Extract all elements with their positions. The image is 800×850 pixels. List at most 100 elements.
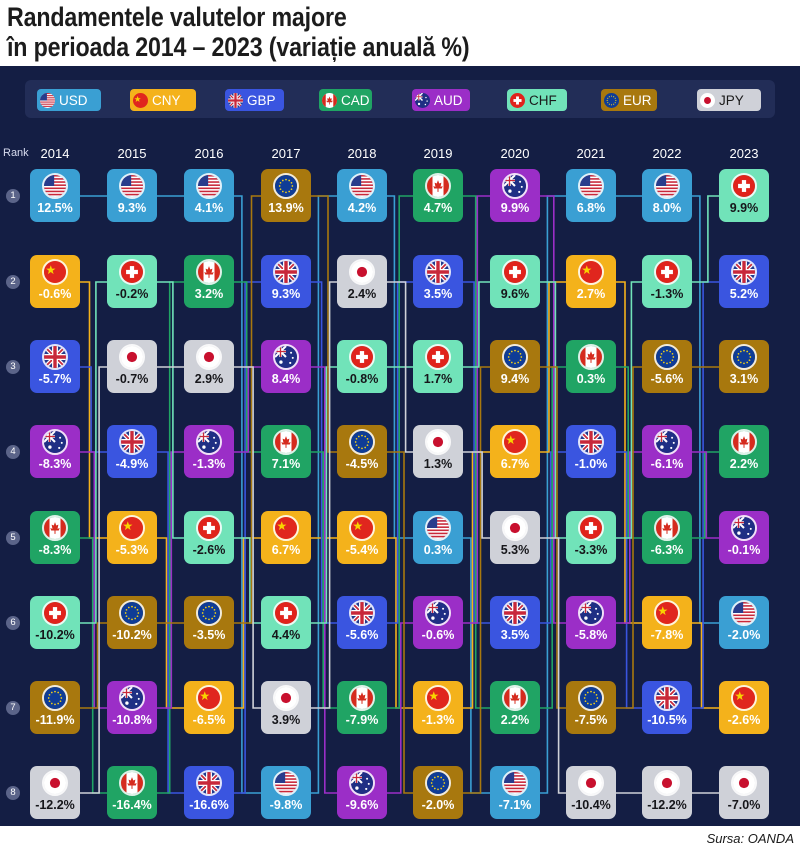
tile-value: -9.6%: [345, 798, 379, 812]
tile-value: 1.3%: [423, 457, 453, 471]
china-flag-icon: [731, 685, 757, 711]
tile-2019-rank-1-cad: 4.7%: [413, 169, 463, 222]
tile-value: 6.8%: [576, 201, 606, 215]
tile-2014-rank-3-gbp: -5.7%: [30, 340, 80, 393]
tile-2015-rank-4-gbp: -4.9%: [107, 425, 157, 478]
legend-label: CHF: [529, 92, 557, 108]
legend-label: CAD: [341, 92, 370, 108]
tile-2017-rank-1-eur: 13.9%: [261, 169, 311, 222]
tile-2022-rank-1-usd: 8.0%: [642, 169, 692, 222]
canada-flag-icon: [349, 685, 375, 711]
tile-2022-rank-4-aud: -6.1%: [642, 425, 692, 478]
tile-value: -10.2%: [112, 628, 152, 642]
legend-item-cad: CAD: [319, 89, 372, 111]
tile-2019-rank-2-gbp: 3.5%: [413, 255, 463, 308]
china-flag-icon: [196, 685, 222, 711]
tile-value: 4.7%: [423, 201, 453, 215]
tile-2020-rank-1-aud: 9.9%: [490, 169, 540, 222]
switzerland-flag-icon: [654, 259, 680, 285]
tile-2021-rank-7-eur: -7.5%: [566, 681, 616, 734]
tile-value: -10.4%: [571, 798, 611, 812]
uk-flag-icon: [349, 600, 375, 626]
tile-value: -2.6%: [727, 713, 761, 727]
uk-flag-icon: [273, 259, 299, 285]
year-header-2018: 2018: [347, 146, 377, 161]
japan-flag-icon: [42, 770, 68, 796]
tile-2021-rank-3-cad: 0.3%: [566, 340, 616, 393]
tile-2016-rank-5-chf: -2.6%: [184, 511, 234, 564]
tile-value: -5.7%: [38, 372, 72, 386]
tile-2019-rank-7-cny: -1.3%: [413, 681, 463, 734]
tile-value: -0.1%: [727, 543, 761, 557]
eu-flag-icon: [273, 173, 299, 199]
tile-value: 6.7%: [271, 543, 301, 557]
tile-2018-rank-4-eur: -4.5%: [337, 425, 387, 478]
tile-2019-rank-3-chf: 1.7%: [413, 340, 463, 393]
china-flag-icon: [349, 515, 375, 541]
australia-flag-icon: [273, 344, 299, 370]
tile-value: -16.6%: [189, 798, 229, 812]
tile-2023-rank-2-gbp: 5.2%: [719, 255, 769, 308]
tile-2021-rank-4-gbp: -1.0%: [566, 425, 616, 478]
tile-value: 3.1%: [729, 372, 759, 386]
tile-2014-rank-2-cny: -0.6%: [30, 255, 80, 308]
tile-value: 4.2%: [347, 201, 377, 215]
australia-flag-icon: [731, 515, 757, 541]
tile-2014-rank-4-aud: -8.3%: [30, 425, 80, 478]
tile-value: 0.3%: [576, 372, 606, 386]
tile-2016-rank-7-cny: -6.5%: [184, 681, 234, 734]
eu-flag-icon: [654, 344, 680, 370]
tile-2023-rank-1-chf: 9.9%: [719, 169, 769, 222]
tile-value: -0.6%: [38, 287, 72, 301]
canada-flag-icon: [425, 173, 451, 199]
tile-2022-rank-5-cad: -6.3%: [642, 511, 692, 564]
tile-value: -10.8%: [112, 713, 152, 727]
tile-2022-rank-3-eur: -5.6%: [642, 340, 692, 393]
usa-flag-icon: [119, 173, 145, 199]
tile-value: 1.7%: [423, 372, 453, 386]
tile-value: 9.9%: [729, 201, 759, 215]
tile-2017-rank-5-cny: 6.7%: [261, 511, 311, 564]
tile-value: -0.6%: [421, 628, 455, 642]
tile-value: -2.0%: [727, 628, 761, 642]
rank-header: Rank: [3, 147, 29, 159]
tile-value: 8.4%: [271, 372, 301, 386]
tile-value: -7.0%: [727, 798, 761, 812]
year-header-2019: 2019: [423, 146, 453, 161]
tile-2019-rank-6-aud: -0.6%: [413, 596, 463, 649]
tile-2015-rank-1-usd: 9.3%: [107, 169, 157, 222]
tile-2016-rank-8-gbp: -16.6%: [184, 766, 234, 819]
canada-flag-icon: [502, 685, 528, 711]
canada-flag-icon: [731, 429, 757, 455]
japan-flag-icon: [349, 259, 375, 285]
tile-2020-rank-4-cny: 6.7%: [490, 425, 540, 478]
year-header-2020: 2020: [500, 146, 530, 161]
tile-value: -1.3%: [192, 457, 226, 471]
tile-value: -5.8%: [574, 628, 608, 642]
rank-label-3: 3: [6, 360, 20, 374]
tile-value: 3.9%: [271, 713, 301, 727]
rank-label-2: 2: [6, 275, 20, 289]
tile-value: -8.3%: [38, 457, 72, 471]
tile-2023-rank-5-aud: -0.1%: [719, 511, 769, 564]
tile-2017-rank-6-chf: 4.4%: [261, 596, 311, 649]
australia-flag-icon: [196, 429, 222, 455]
tile-value: -5.3%: [115, 543, 149, 557]
usa-flag-icon: [349, 173, 375, 199]
legend-label: CNY: [152, 92, 181, 108]
rank-label-8: 8: [6, 786, 20, 800]
tile-value: 0.3%: [423, 543, 453, 557]
year-header-2022: 2022: [652, 146, 682, 161]
japan-flag-icon: [731, 770, 757, 796]
china-flag-icon: [578, 259, 604, 285]
japan-flag-icon: [700, 92, 715, 108]
australia-flag-icon: [119, 685, 145, 711]
tile-2016-rank-1-usd: 4.1%: [184, 169, 234, 222]
tile-2020-rank-6-gbp: 3.5%: [490, 596, 540, 649]
switzerland-flag-icon: [731, 173, 757, 199]
tile-2015-rank-5-cny: -5.3%: [107, 511, 157, 564]
uk-flag-icon: [196, 770, 222, 796]
tile-2022-rank-7-gbp: -10.5%: [642, 681, 692, 734]
tile-2018-rank-7-cad: -7.9%: [337, 681, 387, 734]
tile-2023-rank-7-cny: -2.6%: [719, 681, 769, 734]
